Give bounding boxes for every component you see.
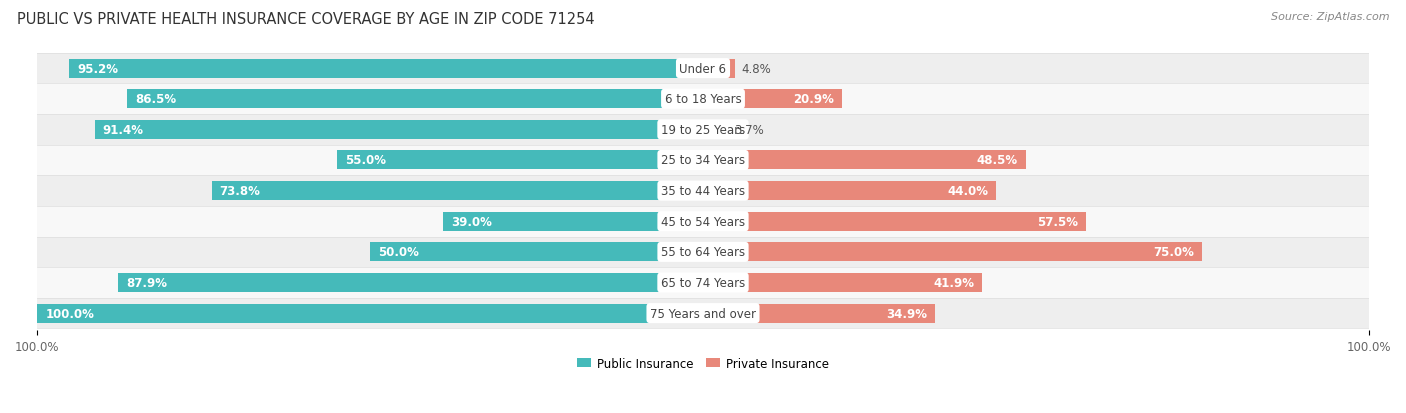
Text: 34.9%: 34.9% xyxy=(886,307,928,320)
Bar xyxy=(118,273,703,292)
Text: 39.0%: 39.0% xyxy=(451,215,492,228)
Bar xyxy=(37,54,1369,84)
Text: 75.0%: 75.0% xyxy=(1153,246,1194,259)
Bar xyxy=(443,212,703,231)
Bar xyxy=(127,90,703,109)
Text: 6 to 18 Years: 6 to 18 Years xyxy=(665,93,741,106)
Bar xyxy=(703,182,995,201)
Text: 87.9%: 87.9% xyxy=(125,276,167,289)
Bar xyxy=(703,212,1085,231)
Bar xyxy=(37,298,1369,329)
Bar xyxy=(703,121,728,140)
Bar xyxy=(37,84,1369,115)
Bar xyxy=(37,206,1369,237)
Text: 4.8%: 4.8% xyxy=(741,62,772,76)
Text: 73.8%: 73.8% xyxy=(219,185,260,198)
Bar xyxy=(94,121,703,140)
Text: 86.5%: 86.5% xyxy=(135,93,176,106)
Bar xyxy=(37,176,1369,206)
Bar xyxy=(212,182,703,201)
Text: 55 to 64 Years: 55 to 64 Years xyxy=(661,246,745,259)
Text: 20.9%: 20.9% xyxy=(793,93,834,106)
Bar xyxy=(37,237,1369,268)
Bar xyxy=(37,268,1369,298)
Text: 100.0%: 100.0% xyxy=(45,307,94,320)
Bar xyxy=(703,59,735,78)
Text: 65 to 74 Years: 65 to 74 Years xyxy=(661,276,745,289)
Text: 57.5%: 57.5% xyxy=(1036,215,1078,228)
Bar xyxy=(37,145,1369,176)
Bar xyxy=(337,151,703,170)
Bar xyxy=(703,304,935,323)
Bar xyxy=(703,90,842,109)
Text: 55.0%: 55.0% xyxy=(344,154,385,167)
Text: 45 to 54 Years: 45 to 54 Years xyxy=(661,215,745,228)
Text: Source: ZipAtlas.com: Source: ZipAtlas.com xyxy=(1271,12,1389,22)
Text: PUBLIC VS PRIVATE HEALTH INSURANCE COVERAGE BY AGE IN ZIP CODE 71254: PUBLIC VS PRIVATE HEALTH INSURANCE COVER… xyxy=(17,12,595,27)
Bar xyxy=(37,304,703,323)
Bar xyxy=(703,151,1026,170)
Bar xyxy=(37,115,1369,145)
Text: 41.9%: 41.9% xyxy=(934,276,974,289)
Text: 75 Years and over: 75 Years and over xyxy=(650,307,756,320)
Bar xyxy=(703,273,981,292)
Text: 25 to 34 Years: 25 to 34 Years xyxy=(661,154,745,167)
Text: 91.4%: 91.4% xyxy=(103,123,143,137)
Text: 35 to 44 Years: 35 to 44 Years xyxy=(661,185,745,198)
Text: 3.7%: 3.7% xyxy=(734,123,763,137)
Text: 50.0%: 50.0% xyxy=(378,246,419,259)
Bar xyxy=(370,243,703,262)
Bar xyxy=(69,59,703,78)
Text: 44.0%: 44.0% xyxy=(946,185,988,198)
Legend: Public Insurance, Private Insurance: Public Insurance, Private Insurance xyxy=(572,352,834,374)
Text: 95.2%: 95.2% xyxy=(77,62,118,76)
Bar xyxy=(703,243,1202,262)
Text: Under 6: Under 6 xyxy=(679,62,727,76)
Text: 19 to 25 Years: 19 to 25 Years xyxy=(661,123,745,137)
Text: 48.5%: 48.5% xyxy=(977,154,1018,167)
